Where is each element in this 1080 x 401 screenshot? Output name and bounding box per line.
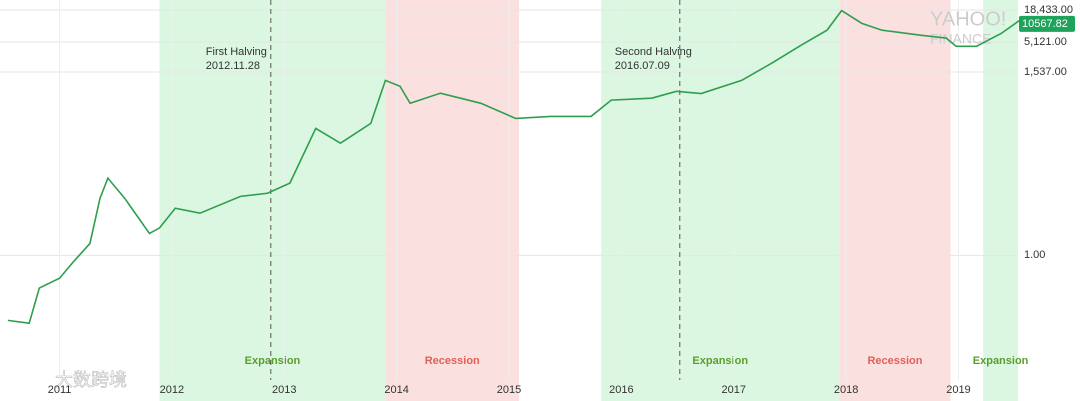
halving-date: 2012.11.28 [206, 60, 260, 72]
region [601, 0, 840, 401]
watermark: YAHOO! [930, 8, 1006, 30]
region [839, 0, 951, 401]
y-tick-label: 18,433.00 [1024, 4, 1073, 16]
x-tick-label: 2013 [272, 384, 296, 396]
y-tick-label: 1,537.00 [1024, 66, 1067, 78]
region-label: Expansion [245, 355, 301, 367]
last-price-label: 10567.82 [1022, 18, 1068, 30]
x-tick-label: 2017 [721, 384, 745, 396]
region [159, 0, 386, 401]
last-price-box [1019, 15, 1075, 32]
x-tick-label: 2018 [834, 384, 858, 396]
watermark: 大数跨境 [55, 370, 127, 390]
y-tick-label: 1.00 [1024, 249, 1045, 261]
x-tick-label: 2014 [384, 384, 408, 396]
region-label: Recession [425, 355, 480, 367]
watermark: FINANCE [930, 31, 991, 47]
halving-text: Second Halving [615, 46, 692, 58]
x-tick-label: 2011 [48, 384, 72, 396]
region [385, 0, 520, 401]
y-tick-label: 5,121.00 [1024, 36, 1067, 48]
x-tick-label: 2019 [946, 384, 970, 396]
x-tick-label: 2012 [160, 384, 184, 396]
region-label: Recession [867, 355, 922, 367]
x-tick-label: 2016 [609, 384, 633, 396]
price-line [7, 9, 1020, 325]
region-label: Expansion [692, 355, 748, 367]
halving-text: First Halving [206, 46, 267, 58]
region-label: Expansion [973, 355, 1029, 367]
halving-date: 2016.07.09 [615, 60, 670, 72]
x-tick-label: 2015 [497, 384, 521, 396]
region [983, 0, 1018, 401]
